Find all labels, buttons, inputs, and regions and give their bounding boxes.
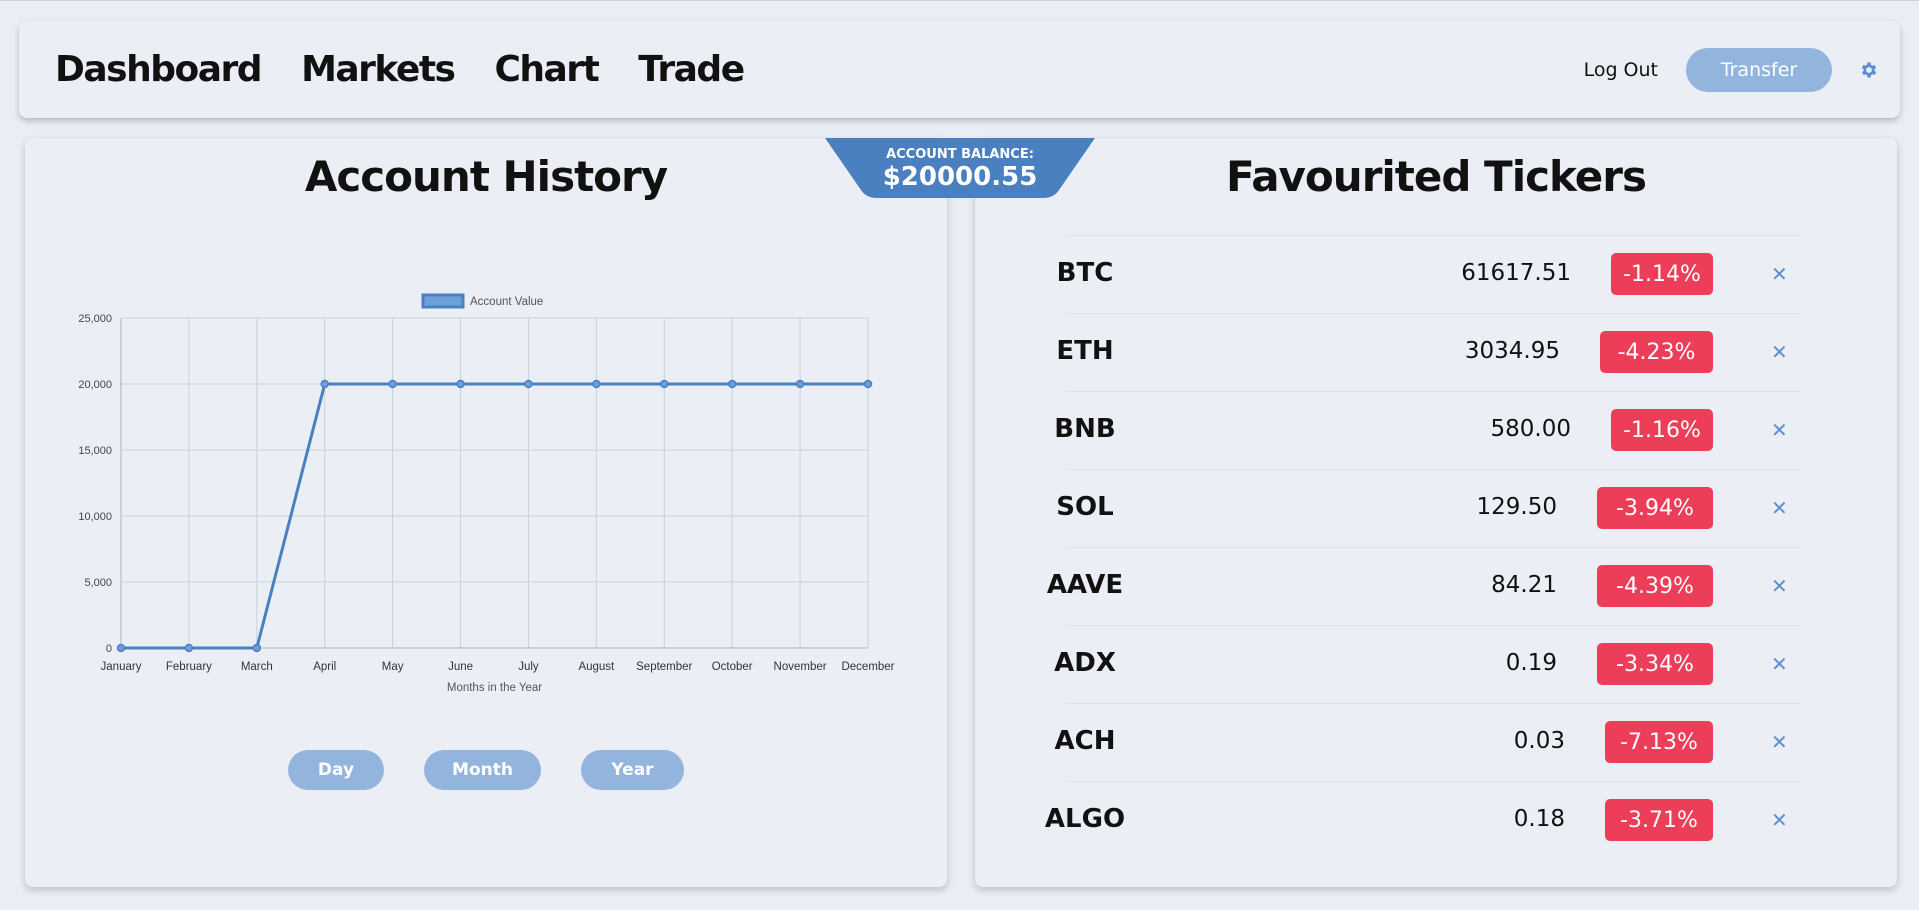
- close-icon[interactable]: ✕: [1771, 652, 1788, 676]
- ticker-symbol: ACH: [1054, 726, 1116, 756]
- ticker-symbol: BTC: [1056, 258, 1114, 288]
- gear-icon[interactable]: [1858, 59, 1880, 81]
- ticker-change-badge: -3.94%: [1597, 487, 1713, 529]
- ticker-symbol: SOL: [1056, 492, 1114, 522]
- x-tick-label: October: [712, 661, 753, 673]
- data-point[interactable]: [184, 643, 194, 653]
- close-icon[interactable]: ✕: [1771, 496, 1788, 520]
- y-tick-label: 10,000: [78, 511, 112, 523]
- nav-trade[interactable]: Trade: [638, 49, 745, 90]
- top-navbar: Dashboard Markets Chart Trade Log Out Tr…: [19, 21, 1900, 118]
- x-tick-label: August: [578, 661, 615, 673]
- account-balance-tab: ACCOUNT BALANCE: $20000.55: [825, 138, 1095, 198]
- ticker-row[interactable]: SOL 129.50 -3.94% ✕: [1056, 469, 1800, 548]
- nav-dashboard[interactable]: Dashboard: [55, 49, 263, 90]
- close-icon[interactable]: ✕: [1771, 574, 1788, 598]
- ticker-symbol: ALGO: [1044, 804, 1126, 834]
- ticker-change-badge: -1.16%: [1611, 409, 1713, 451]
- ticker-row[interactable]: BNB 580.00 -1.16% ✕: [1054, 391, 1800, 470]
- nav-chart[interactable]: Chart: [494, 49, 599, 90]
- data-point[interactable]: [524, 379, 533, 389]
- ticker-price: 0.18: [1513, 806, 1565, 832]
- account-balance-value: $20000.55: [882, 162, 1038, 192]
- y-tick-label: 0: [106, 643, 112, 655]
- ticker-change-badge: -1.14%: [1611, 253, 1713, 295]
- ticker-change-badge: -7.13%: [1605, 721, 1713, 763]
- ticker-price: 84.21: [1491, 572, 1557, 598]
- ticker-row[interactable]: ADX 0.19 -3.34% ✕: [1054, 625, 1800, 704]
- favourited-tickers-panel: Favourited Tickers BTC 61617.51 -1.14% ✕ ETH…: [975, 138, 1897, 887]
- nav-markets[interactable]: Markets: [301, 49, 456, 90]
- data-point[interactable]: [388, 379, 397, 389]
- legend-swatch: [421, 293, 465, 309]
- legend-label: Account Value: [470, 296, 543, 308]
- y-tick-label: 20,000: [78, 379, 112, 391]
- ticker-price: 580.00: [1490, 416, 1571, 442]
- ticker-symbol: ADX: [1054, 648, 1116, 678]
- transfer-button[interactable]: Transfer: [1686, 47, 1832, 92]
- x-tick-label: April: [313, 661, 336, 673]
- close-icon[interactable]: ✕: [1771, 730, 1788, 754]
- close-icon[interactable]: ✕: [1771, 808, 1788, 832]
- data-point[interactable]: [660, 379, 669, 389]
- account-balance-label: ACCOUNT BALANCE:: [886, 147, 1034, 162]
- data-point[interactable]: [252, 643, 262, 653]
- ticker-symbol: ETH: [1056, 336, 1114, 366]
- ticker-change-badge: -3.34%: [1597, 643, 1713, 685]
- data-point[interactable]: [727, 379, 737, 389]
- ticker-price: 0.03: [1513, 728, 1565, 754]
- account-balance-shape: [825, 138, 1095, 198]
- account-history-title: Account History: [304, 152, 668, 201]
- range-day-button[interactable]: Day: [288, 750, 384, 790]
- data-point[interactable]: [592, 379, 601, 389]
- series-line: [121, 382, 868, 650]
- data-point[interactable]: [863, 379, 873, 389]
- nav-actions: Log Out Transfer: [1584, 21, 1880, 118]
- y-tick-label: 15,000: [78, 445, 112, 457]
- ticker-price: 61617.51: [1461, 260, 1571, 286]
- range-month-button[interactable]: Month: [424, 750, 541, 790]
- data-point[interactable]: [795, 379, 805, 389]
- data-point[interactable]: [456, 379, 465, 389]
- x-tick-label: November: [774, 661, 827, 673]
- data-point[interactable]: [320, 379, 329, 389]
- y-tick-label: 25,000: [78, 313, 112, 325]
- ticker-price: 0.19: [1505, 650, 1557, 676]
- favourited-tickers-title: Favourited Tickers: [1225, 152, 1647, 201]
- data-point[interactable]: [116, 643, 126, 653]
- ticker-row[interactable]: AAVE 84.21 -4.39% ✕: [1047, 547, 1800, 626]
- x-axis-title: Months in the Year: [447, 682, 542, 694]
- x-tick-label: January: [101, 661, 142, 673]
- close-icon[interactable]: ✕: [1771, 262, 1788, 286]
- ticker-symbol: BNB: [1054, 414, 1116, 444]
- x-tick-label: December: [841, 661, 894, 673]
- account-history-chart: 0 5,000 10,000 15,000 20,000 25,000 January Feb…: [78, 293, 895, 694]
- ticker-row[interactable]: ETH 3034.95 -4.23% ✕: [1056, 313, 1800, 392]
- x-tick-label: June: [448, 661, 473, 673]
- ticker-change-badge: -4.39%: [1597, 565, 1713, 607]
- y-tick-label: 5,000: [84, 577, 112, 589]
- account-history-panel: Account History 0 5,000 10,000 15,000 20,000…: [25, 138, 947, 887]
- ticker-row[interactable]: BTC 61617.51 -1.14% ✕: [1057, 235, 1800, 314]
- close-icon[interactable]: ✕: [1771, 340, 1788, 364]
- ticker-price: 129.50: [1476, 494, 1557, 520]
- x-tick-label: September: [636, 661, 692, 673]
- ticker-change-badge: -4.23%: [1600, 331, 1713, 373]
- range-year-button[interactable]: Year: [581, 750, 684, 790]
- x-tick-label: March: [241, 661, 273, 673]
- x-tick-label: February: [166, 661, 212, 673]
- ticker-price: 3034.95: [1464, 338, 1560, 364]
- x-tick-label: May: [382, 661, 404, 673]
- ticker-row[interactable]: ACH 0.03 -7.13% ✕: [1055, 703, 1800, 782]
- logout-link[interactable]: Log Out: [1583, 58, 1658, 81]
- ticker-row[interactable]: ALGO 0.18 -3.71% ✕: [1045, 781, 1800, 860]
- ticker-change-badge: -3.71%: [1605, 799, 1713, 841]
- close-icon[interactable]: ✕: [1771, 418, 1788, 442]
- nav-links: Dashboard Markets Chart Trade: [55, 21, 784, 118]
- x-tick-label: July: [518, 661, 539, 673]
- ticker-symbol: AAVE: [1046, 570, 1124, 600]
